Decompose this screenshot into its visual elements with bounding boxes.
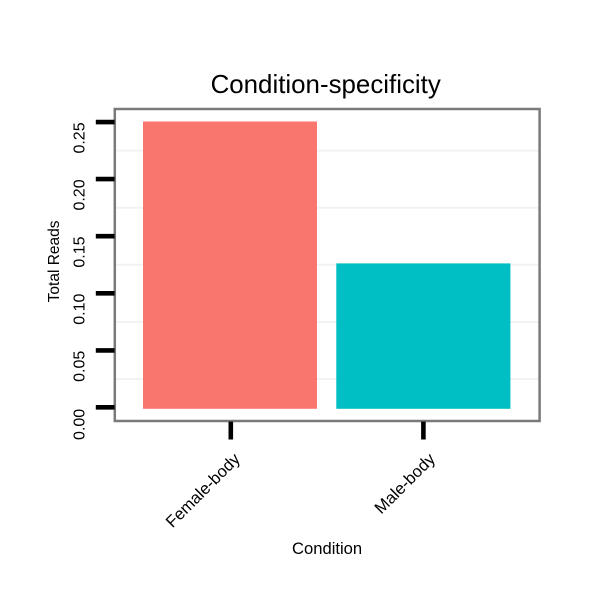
svg-text:Condition-specificity: Condition-specificity (211, 71, 441, 99)
svg-text:Total Reads: Total Reads (46, 220, 63, 302)
svg-text:Condition: Condition (292, 539, 362, 558)
svg-text:0.25: 0.25 (72, 122, 89, 153)
svg-text:0.15: 0.15 (72, 236, 89, 267)
svg-text:0.00: 0.00 (72, 409, 89, 440)
svg-text:0.05: 0.05 (72, 351, 89, 382)
svg-text:0.20: 0.20 (72, 179, 89, 210)
svg-text:0.10: 0.10 (72, 293, 89, 324)
